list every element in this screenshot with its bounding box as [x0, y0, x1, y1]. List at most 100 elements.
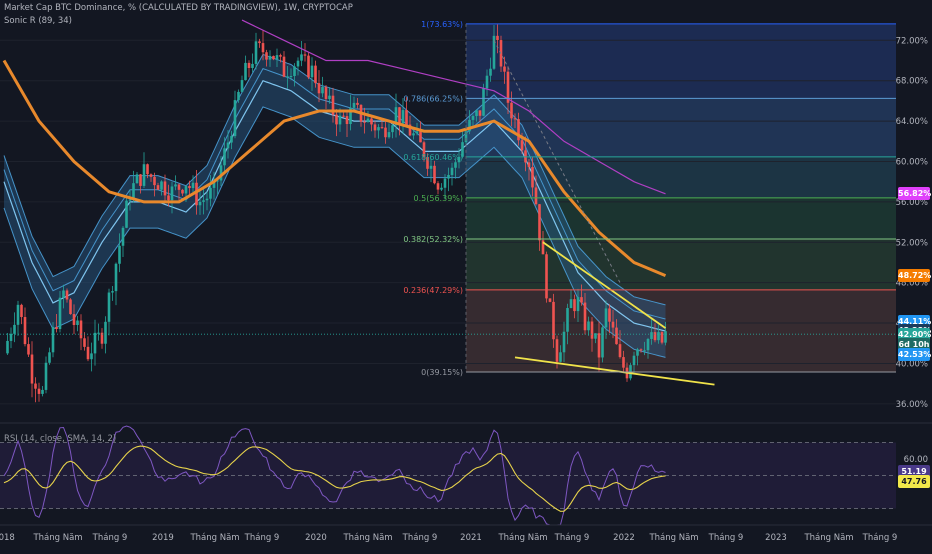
candle-body: [296, 60, 300, 67]
candle-body: [149, 174, 153, 177]
time-tick-label: 2019: [152, 533, 174, 543]
rsi-sma-line: [3, 445, 666, 512]
fib-level-label: 0.382(52.32%): [403, 235, 463, 244]
price-axis[interactable]: 72.00% 68.00% 64.00% 60.00% 56.00% 52.00% 48.0…: [896, 0, 932, 525]
candle-body: [83, 338, 86, 347]
candle-body: [590, 321, 594, 339]
candle-body: [16, 304, 20, 325]
candle-body: [443, 178, 447, 188]
candle-body: [482, 88, 485, 116]
candle-body: [576, 297, 580, 312]
fib-level-label: 0.236(47.29%): [403, 286, 463, 295]
candle-body: [566, 308, 569, 332]
candle-body: [653, 332, 657, 341]
candle-body: [114, 263, 118, 292]
ema89-line: [2, 59, 667, 277]
candle-body: [184, 186, 188, 194]
candle-body: [338, 115, 342, 125]
price-tick-label: 40.00%: [896, 359, 928, 369]
time-tick-label: Tháng Năm: [803, 533, 853, 543]
candle-body: [440, 187, 443, 190]
candle-body: [604, 308, 608, 328]
candle-body: [244, 62, 247, 81]
candle-body: [44, 362, 48, 390]
candle-body: [534, 187, 538, 205]
rsi-tick-label: 60.00: [904, 455, 928, 465]
candle-body: [170, 186, 174, 201]
price-tick-label: 52.00%: [896, 238, 928, 248]
candle-body: [538, 204, 541, 241]
candle-body: [104, 321, 107, 344]
time-tick-label: Tháng Năm: [497, 533, 547, 543]
candle-body: [9, 333, 13, 341]
rsi-pane: 60.00: [0, 422, 932, 526]
candle-body: [27, 344, 30, 355]
candle-body: [230, 136, 233, 143]
candle-body: [345, 116, 349, 124]
candle-body: [636, 349, 639, 356]
trendline: [514, 356, 715, 386]
candle-body: [226, 142, 230, 149]
candle-body: [618, 344, 622, 358]
fib-zone: [466, 197, 896, 240]
candle-body: [205, 198, 209, 201]
price-tick-label: 72.00%: [896, 36, 928, 46]
candle-body: [58, 297, 62, 330]
candle-body: [545, 254, 548, 299]
candle-body: [650, 332, 653, 339]
candle-body: [100, 332, 104, 344]
candle-body: [139, 174, 142, 186]
candle-body: [569, 299, 573, 309]
ema34-line: [3, 106, 666, 358]
candle-body: [275, 55, 279, 60]
candle-body: [167, 195, 170, 201]
ema34-line: [3, 53, 666, 306]
candle-body: [300, 54, 303, 61]
candle-body: [419, 131, 422, 143]
candle-body: [216, 180, 219, 182]
trendlines[interactable]: [493, 40, 715, 386]
candle-body: [174, 184, 177, 187]
candle-body: [664, 331, 667, 343]
candle-body: [370, 118, 373, 125]
grid-lines: [0, 39, 896, 405]
candle-body: [265, 52, 268, 60]
time-tick-label: Tháng 9: [402, 533, 438, 543]
candle-body: [541, 240, 545, 255]
candle-body: [247, 62, 251, 69]
time-axis-bg: [0, 525, 932, 550]
candle-body: [314, 65, 317, 84]
candle-body: [552, 301, 555, 340]
candle-body: [195, 182, 198, 206]
candle-body: [107, 292, 111, 322]
candle-body: [527, 162, 531, 168]
candle-body: [366, 118, 370, 122]
candle-body: [261, 43, 265, 53]
candle-body: [90, 353, 93, 360]
candle-body: [97, 332, 100, 334]
candle-body: [597, 333, 601, 358]
candle-body: [373, 124, 377, 131]
candle-body: [181, 189, 184, 194]
candle-body: [611, 321, 615, 328]
candle-body: [433, 165, 436, 184]
candle-body: [254, 41, 258, 64]
fib-level-label: 0.786(66.25%): [403, 94, 463, 103]
sonic-r-band: [3, 53, 666, 358]
candle-body: [135, 174, 139, 184]
candle-body: [30, 354, 34, 384]
ema34-line: [3, 67, 666, 320]
candle-body: [639, 349, 643, 351]
candle-body: [307, 55, 310, 78]
price-tick-label: 68.00%: [896, 77, 928, 87]
candle-body: [188, 186, 191, 189]
candle-body: [520, 140, 524, 151]
candle-body: [212, 180, 216, 188]
candle-body: [401, 110, 405, 124]
time-axis[interactable]: 2018 Tháng Năm Tháng 9 2019 Tháng Năm Tháng 9…: [0, 524, 932, 550]
candle-body: [79, 320, 83, 339]
candle-body: [601, 327, 604, 358]
candle-body: [531, 167, 534, 188]
